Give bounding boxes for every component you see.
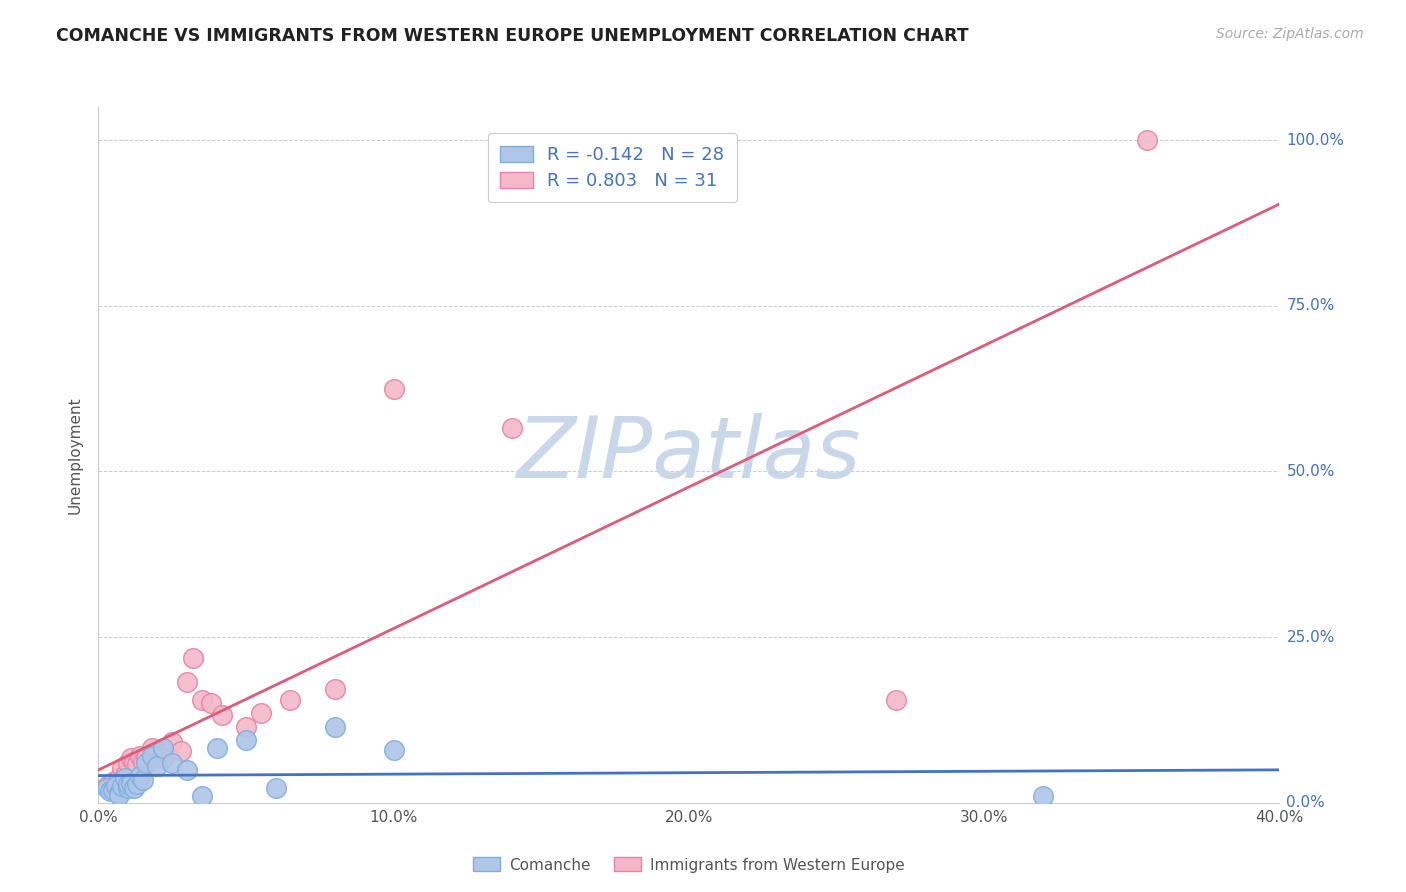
- Point: [191, 789, 214, 804]
- Text: 50.0%: 50.0%: [1286, 464, 1334, 479]
- Point: [117, 756, 139, 770]
- Point: [382, 382, 405, 396]
- Point: [1032, 789, 1054, 804]
- Point: [117, 781, 139, 796]
- Point: [162, 756, 183, 770]
- Point: [111, 779, 134, 793]
- Point: [181, 651, 204, 665]
- Y-axis label: Unemployment: Unemployment: [67, 396, 83, 514]
- Point: [135, 756, 157, 770]
- Point: [128, 769, 150, 783]
- Text: ZIPatlas: ZIPatlas: [517, 413, 860, 497]
- Point: [135, 750, 157, 764]
- Point: [103, 782, 125, 797]
- Point: [117, 777, 139, 791]
- Point: [125, 777, 148, 791]
- Point: [170, 744, 193, 758]
- Point: [235, 720, 257, 734]
- Point: [108, 771, 131, 785]
- Point: [141, 741, 163, 756]
- Point: [211, 708, 233, 723]
- Point: [382, 743, 405, 757]
- Point: [125, 757, 148, 772]
- Point: [191, 693, 214, 707]
- Text: 75.0%: 75.0%: [1286, 298, 1334, 313]
- Point: [98, 784, 121, 798]
- Point: [141, 749, 163, 764]
- Point: [114, 768, 136, 782]
- Text: 0.0%: 0.0%: [1286, 796, 1326, 810]
- Point: [108, 786, 131, 800]
- Point: [122, 755, 145, 769]
- Legend: Comanche, Immigrants from Western Europe: Comanche, Immigrants from Western Europe: [467, 851, 911, 879]
- Point: [128, 749, 150, 764]
- Text: 100.0%: 100.0%: [1286, 133, 1344, 148]
- Point: [120, 750, 142, 764]
- Point: [152, 741, 174, 756]
- Point: [884, 693, 907, 707]
- Point: [105, 781, 128, 796]
- Point: [108, 788, 131, 802]
- Text: Source: ZipAtlas.com: Source: ZipAtlas.com: [1216, 27, 1364, 41]
- Point: [146, 759, 169, 773]
- Point: [152, 750, 174, 764]
- Point: [103, 774, 125, 789]
- Point: [176, 763, 198, 777]
- Point: [323, 681, 346, 696]
- Point: [122, 781, 145, 796]
- Point: [111, 761, 134, 775]
- Point: [96, 779, 118, 793]
- Point: [264, 781, 287, 796]
- Point: [96, 781, 118, 796]
- Point: [120, 776, 142, 790]
- Point: [1135, 133, 1157, 147]
- Point: [132, 755, 155, 769]
- Point: [501, 421, 523, 435]
- Point: [250, 706, 273, 721]
- Point: [278, 693, 302, 707]
- Point: [235, 732, 257, 747]
- Point: [146, 746, 169, 760]
- Point: [132, 772, 155, 787]
- Point: [105, 779, 128, 793]
- Text: COMANCHE VS IMMIGRANTS FROM WESTERN EUROPE UNEMPLOYMENT CORRELATION CHART: COMANCHE VS IMMIGRANTS FROM WESTERN EURO…: [56, 27, 969, 45]
- Point: [205, 741, 228, 756]
- Point: [162, 735, 183, 749]
- Point: [176, 675, 198, 690]
- Text: 25.0%: 25.0%: [1286, 630, 1334, 645]
- Point: [323, 720, 346, 734]
- Point: [200, 697, 222, 711]
- Point: [114, 771, 136, 785]
